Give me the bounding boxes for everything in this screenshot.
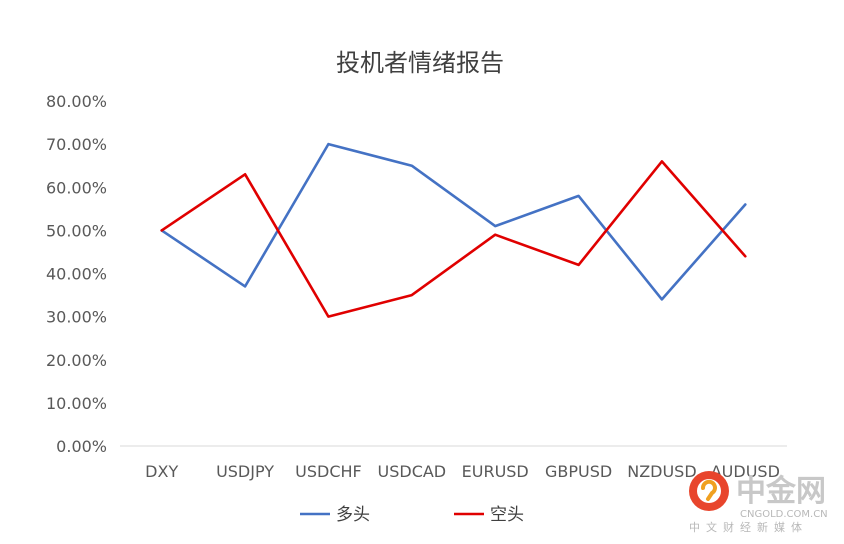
series-lines <box>160 142 747 318</box>
y-tick-label: 40.00% <box>46 265 107 284</box>
y-tick-label: 10.00% <box>46 394 107 413</box>
x-tick-label: USDCAD <box>378 462 447 481</box>
watermark-logo-text: 中金网 <box>736 474 826 509</box>
x-tick-label: USDJPY <box>216 462 274 481</box>
x-tick-label: AUDUSD <box>711 462 780 481</box>
x-axis-ticks: DXY USDJPY USDCHF USDCAD EURUSD GBPUSD NZDUSD A… <box>145 462 780 481</box>
x-tick-label: USDCHF <box>295 462 362 481</box>
chart-title: 投机者情绪报告 <box>336 49 504 77</box>
y-axis-ticks: 0.00% 10.00% 20.00% 30.00% 40.00% 50.00% 60.00… <box>46 92 107 456</box>
y-tick-label: 70.00% <box>46 135 107 154</box>
series-line-0 <box>160 142 747 301</box>
y-tick-label: 30.00% <box>46 308 107 327</box>
x-tick-label: DXY <box>145 462 178 481</box>
y-tick-label: 80.00% <box>46 92 107 111</box>
y-tick-label: 50.00% <box>46 221 107 240</box>
watermark-url: CNGOLD.COM.CN <box>740 509 828 520</box>
x-tick-label: NZDUSD <box>627 462 696 481</box>
y-tick-label: 0.00% <box>56 437 107 456</box>
cngold-logo-icon <box>689 471 729 511</box>
legend: 多头 空头 <box>300 505 524 525</box>
x-tick-label: GBPUSD <box>545 462 612 481</box>
series-line-1 <box>160 160 747 318</box>
x-tick-label: EURUSD <box>462 462 529 481</box>
legend-label: 空头 <box>490 505 524 525</box>
y-tick-label: 60.00% <box>46 178 107 197</box>
watermark: 中金网 CNGOLD.COM.CN 中文财经新媒体 <box>689 471 828 534</box>
watermark-tagline: 中文财经新媒体 <box>689 520 808 534</box>
y-tick-label: 20.00% <box>46 351 107 370</box>
legend-label: 多头 <box>336 505 370 525</box>
